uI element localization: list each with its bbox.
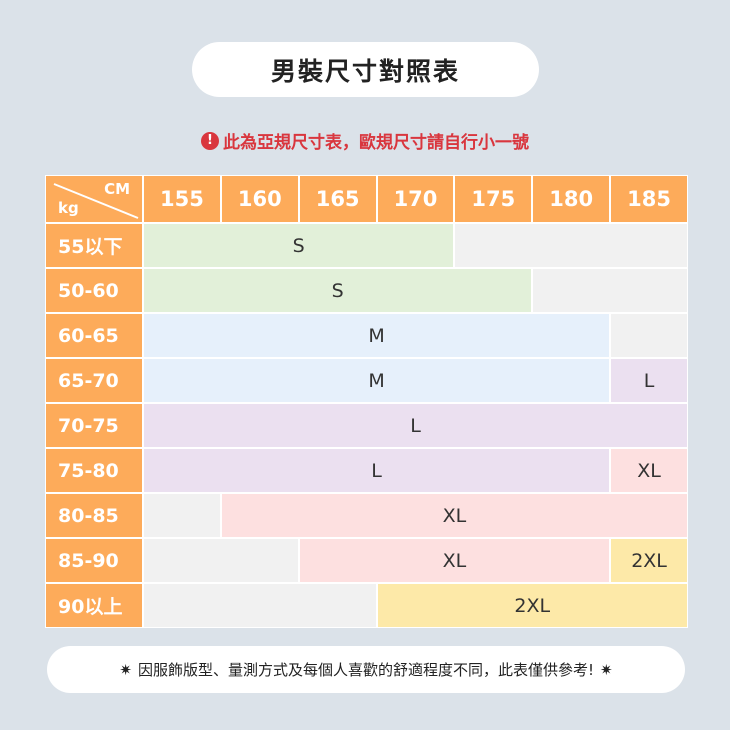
weight-header: 65-70: [46, 359, 142, 402]
page-title: 男裝尺寸對照表: [192, 42, 539, 97]
size-table: CM kg 155 160 165 170 175 180 185 55以下 S 50-60 S 60…: [45, 175, 688, 628]
size-cell: 2XL: [377, 584, 687, 627]
weight-unit-label: kg: [58, 199, 79, 217]
size-cell: XL: [611, 449, 687, 492]
height-header: 175: [455, 176, 532, 222]
height-header: 180: [533, 176, 610, 222]
size-cell: XL: [221, 494, 687, 537]
size-cell: L: [144, 449, 610, 492]
size-cell: [144, 494, 220, 537]
size-cell: XL: [299, 539, 610, 582]
weight-header: 80-85: [46, 494, 142, 537]
height-header: 165: [299, 176, 376, 222]
diagonal-line: [53, 183, 139, 219]
weight-header: 50-60: [46, 269, 142, 312]
size-cell: [144, 584, 376, 627]
corner-cell: CM kg: [46, 176, 142, 222]
exclamation-circle-icon: !: [201, 131, 219, 150]
weight-header: 55以下: [46, 224, 142, 267]
weight-header: 90以上: [46, 584, 142, 627]
weight-header: 85-90: [46, 539, 142, 582]
weight-header: 75-80: [46, 449, 142, 492]
size-cell: [144, 539, 298, 582]
size-cell: S: [144, 269, 532, 312]
footer-note: ✷ 因服飾版型、量測方式及每個人喜歡的舒適程度不同，此表僅供參考! ✷: [47, 646, 685, 693]
height-header: 185: [611, 176, 687, 222]
weight-header: 60-65: [46, 314, 142, 357]
size-cell: 2XL: [611, 539, 687, 582]
size-cell: L: [144, 404, 687, 447]
height-header: 160: [221, 176, 298, 222]
height-header: 170: [377, 176, 454, 222]
star-icon: ✷: [119, 660, 132, 679]
size-cell: [611, 314, 687, 357]
notice-text: 此為亞規尺寸表，歐規尺寸請自行小一號: [223, 133, 529, 153]
height-header: 155: [144, 176, 220, 222]
size-cell: M: [144, 314, 610, 357]
height-unit-label: CM: [104, 180, 130, 198]
size-cell: M: [144, 359, 610, 402]
notice: ! 此為亞規尺寸表，歐規尺寸請自行小一號: [0, 128, 730, 153]
size-cell: [455, 224, 687, 267]
size-cell: L: [611, 359, 687, 402]
size-cell: S: [144, 224, 454, 267]
star-icon: ✷: [600, 660, 613, 679]
size-cell: [533, 269, 687, 312]
weight-header: 70-75: [46, 404, 142, 447]
footer-text: 因服飾版型、量測方式及每個人喜歡的舒適程度不同，此表僅供參考!: [137, 661, 595, 679]
